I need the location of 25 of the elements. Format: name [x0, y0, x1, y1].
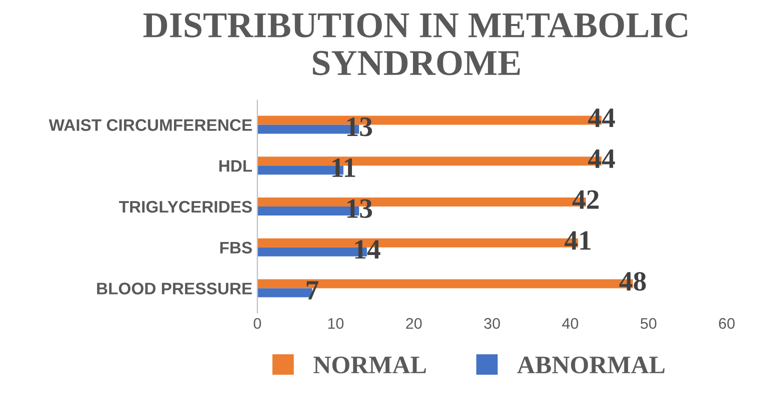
data-label: 13 [347, 118, 372, 136]
y-tick-label: TRIGLYCERIDES [119, 200, 252, 213]
data-label: 41 [564, 231, 591, 250]
x-tick-label: 20 [406, 318, 422, 329]
data-label: 7 [306, 281, 318, 300]
x-tick-label: 10 [328, 318, 344, 329]
data-label: 42 [572, 190, 599, 209]
data-label: 13 [347, 199, 372, 218]
y-tick-label: FBS [220, 242, 252, 254]
x-tick-label: 50 [640, 318, 656, 329]
y-tick-label: HDL [219, 160, 252, 172]
legend-label: NORMAL [314, 356, 426, 374]
chart-title: DISTRIBUTION IN METABOLIC SYNDROME [143, 13, 688, 76]
data-label: 14 [355, 240, 380, 259]
data-label: 44 [588, 108, 615, 127]
x-tick-label: 40 [562, 318, 578, 329]
data-label: 11 [332, 158, 356, 177]
legend-label: ABNORMAL [517, 356, 665, 374]
y-tick-label: WAIST CIRCUMFERENCE [48, 119, 252, 131]
x-tick-label: 60 [719, 318, 735, 329]
x-tick-label: 0 [254, 318, 262, 329]
data-label: 48 [619, 272, 646, 291]
data-label: 44 [588, 150, 615, 168]
x-tick-label: 30 [484, 318, 500, 329]
y-tick-label: BLOOD PRESSURE [97, 282, 252, 294]
